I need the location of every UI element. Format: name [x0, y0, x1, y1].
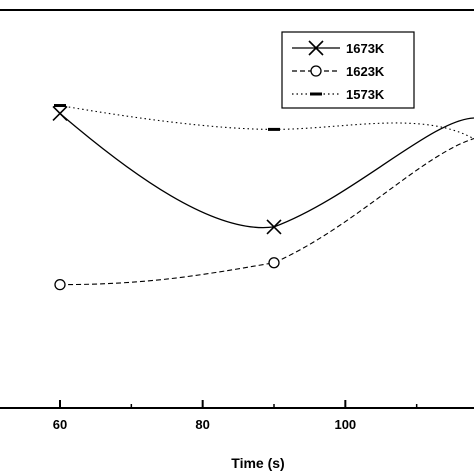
x-tick-label: 80: [195, 417, 209, 432]
x-tick-label: 100: [334, 417, 356, 432]
x-tick-label: 60: [53, 417, 67, 432]
legend-label: 1673K: [346, 41, 385, 56]
legend-label: 1573K: [346, 87, 385, 102]
series-line-1623k: [59, 138, 474, 286]
legend-label: 1623K: [346, 64, 385, 79]
data-point-circle: [54, 278, 66, 291]
data-point-x: [266, 219, 282, 235]
series-curves: [59, 104, 474, 286]
series-line-1673k: [59, 112, 474, 229]
x-axis-label: Time (s): [231, 455, 284, 471]
data-point-x: [52, 105, 68, 122]
legend-marker-circle: [310, 65, 322, 77]
series-line-1573k: [59, 104, 474, 140]
data-point-circle: [268, 257, 280, 269]
legend-marker-x: [308, 40, 324, 56]
legend: 1673K 1623K 1573K: [281, 31, 415, 109]
x-axis-ticks: 60 80 100: [53, 400, 418, 432]
series-markers: [52, 104, 282, 291]
legend-items: 1673K 1623K 1573K: [292, 40, 385, 102]
legend-box: [281, 31, 415, 109]
